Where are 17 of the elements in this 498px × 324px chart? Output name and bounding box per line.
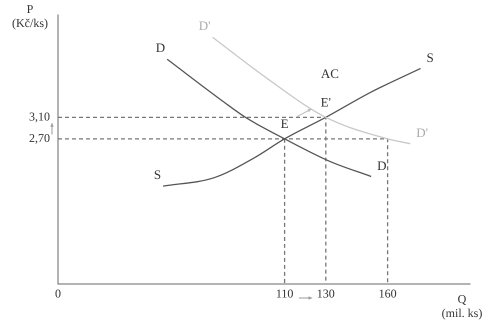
x-tick-label: 160 xyxy=(378,286,397,300)
y-tick-label: 3,10 xyxy=(29,110,50,124)
series-label: D xyxy=(156,40,166,56)
text: D xyxy=(377,158,387,173)
annotation: E xyxy=(280,116,289,131)
x-tick-label: 0 xyxy=(55,286,61,300)
x-tick-label: 130 xyxy=(316,286,335,300)
series-label: S xyxy=(154,167,162,182)
x-tick-label: 110 xyxy=(276,286,294,300)
text: D' xyxy=(416,125,428,140)
y-tick-label: 2,70 xyxy=(29,131,50,146)
x-axis-title: Q (mil. ks) xyxy=(442,292,482,320)
y-axis-title: P (Kč/ks) xyxy=(12,2,48,30)
annotation: AC xyxy=(320,66,339,81)
annotation: E' xyxy=(320,94,331,110)
series-label: D' xyxy=(198,18,210,34)
text: S xyxy=(426,50,434,65)
